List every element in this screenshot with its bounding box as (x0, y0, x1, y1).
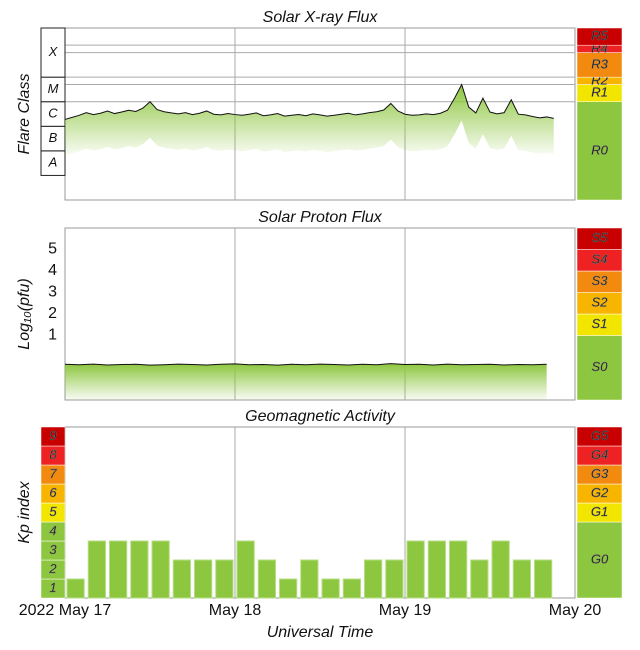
scale-label: G4 (591, 447, 608, 462)
y-axis-title: Kp index (16, 480, 33, 543)
y-tick-label: 4 (49, 523, 56, 538)
y-tick-label: 6 (49, 485, 57, 500)
x-tick-label: May 18 (209, 602, 262, 619)
kp-bar (534, 559, 553, 599)
kp-bar (427, 540, 446, 599)
y-tick-label: 3 (48, 284, 57, 301)
class-box (40, 101, 66, 127)
scale-level (576, 52, 623, 78)
scale-label: S0 (592, 359, 609, 374)
y-tick-label: 9 (49, 428, 56, 443)
scale-label: R5 (591, 28, 608, 43)
y-tick-label: 8 (49, 447, 57, 462)
y-tick-label: 2 (48, 305, 57, 322)
scale-label: R3 (591, 56, 608, 71)
kp-bar (406, 540, 425, 599)
y-tick-label: X (48, 44, 59, 59)
kp-bar (130, 540, 149, 599)
kp-bar (385, 559, 404, 599)
y-tick-label: 5 (48, 241, 57, 258)
scale-label: S2 (592, 295, 609, 310)
kp-bar (512, 559, 531, 599)
y-tick-label: B (49, 130, 58, 145)
kp-bar (470, 559, 489, 599)
scale-label: G2 (591, 485, 609, 500)
scale-label: S4 (592, 252, 608, 267)
kp-bar (491, 540, 510, 599)
kp-bar (364, 559, 383, 599)
kp-bar (257, 559, 276, 599)
y-tick-label: A (48, 155, 58, 170)
scale-level (576, 27, 623, 46)
scale-level (576, 335, 623, 401)
kp-bar (87, 540, 106, 599)
flux-area (65, 363, 547, 400)
scale-label: G0 (591, 551, 609, 566)
y-tick-label: 2 (48, 561, 57, 576)
scale-label: S5 (592, 230, 609, 245)
class-box (40, 27, 66, 78)
x-tick-label: May 19 (379, 602, 432, 619)
scale-level (576, 426, 623, 447)
scale-level (576, 227, 623, 250)
class-box (40, 150, 66, 176)
scale-label: S3 (592, 273, 609, 288)
y-tick-label: 1 (48, 327, 57, 344)
scale-label: S1 (592, 316, 608, 331)
scale-label: G1 (591, 504, 608, 519)
kp-bar (66, 578, 85, 599)
panel-title: Geomagnetic Activity (245, 408, 396, 425)
kp-bar (236, 540, 255, 599)
x-tick-label: May 20 (549, 602, 602, 619)
kp-bar (215, 559, 234, 599)
scale-label: G3 (591, 466, 609, 481)
class-box (40, 125, 66, 152)
x-axis-title: Universal Time (267, 624, 374, 641)
scale-label: R1 (591, 85, 608, 100)
kp-bar (109, 540, 128, 599)
kp-box (40, 426, 66, 447)
y-tick-label: 7 (49, 466, 57, 481)
x-tick-label: 2022 May 17 (19, 602, 112, 619)
kp-bar (300, 559, 319, 599)
flux-line (64, 363, 547, 366)
kp-bar (279, 578, 298, 599)
y-tick-label: 3 (49, 542, 57, 557)
y-axis-title: Flare Class (16, 74, 33, 155)
y-tick-label: 5 (49, 504, 57, 519)
y-axis-title: Log₁₀(pfu) (16, 278, 33, 349)
panel-title: Solar Proton Flux (258, 209, 383, 226)
scale-level (576, 521, 623, 599)
scale-label: R0 (591, 142, 608, 157)
kp-bar (151, 540, 170, 599)
kp-bar (342, 578, 361, 599)
scale-label: G5 (591, 428, 609, 443)
y-tick-label: C (48, 105, 58, 120)
kp-bar (194, 559, 213, 599)
flux-area (65, 84, 554, 156)
y-tick-label: 4 (48, 262, 57, 279)
panel-title: Solar X-ray Flux (263, 9, 379, 26)
kp-bar (321, 578, 340, 599)
flux-line (64, 83, 554, 120)
kp-bar (172, 559, 191, 599)
y-tick-label: M (48, 81, 59, 96)
plot-area (64, 426, 576, 599)
y-tick-label: 1 (49, 580, 56, 595)
kp-bar (449, 540, 468, 599)
